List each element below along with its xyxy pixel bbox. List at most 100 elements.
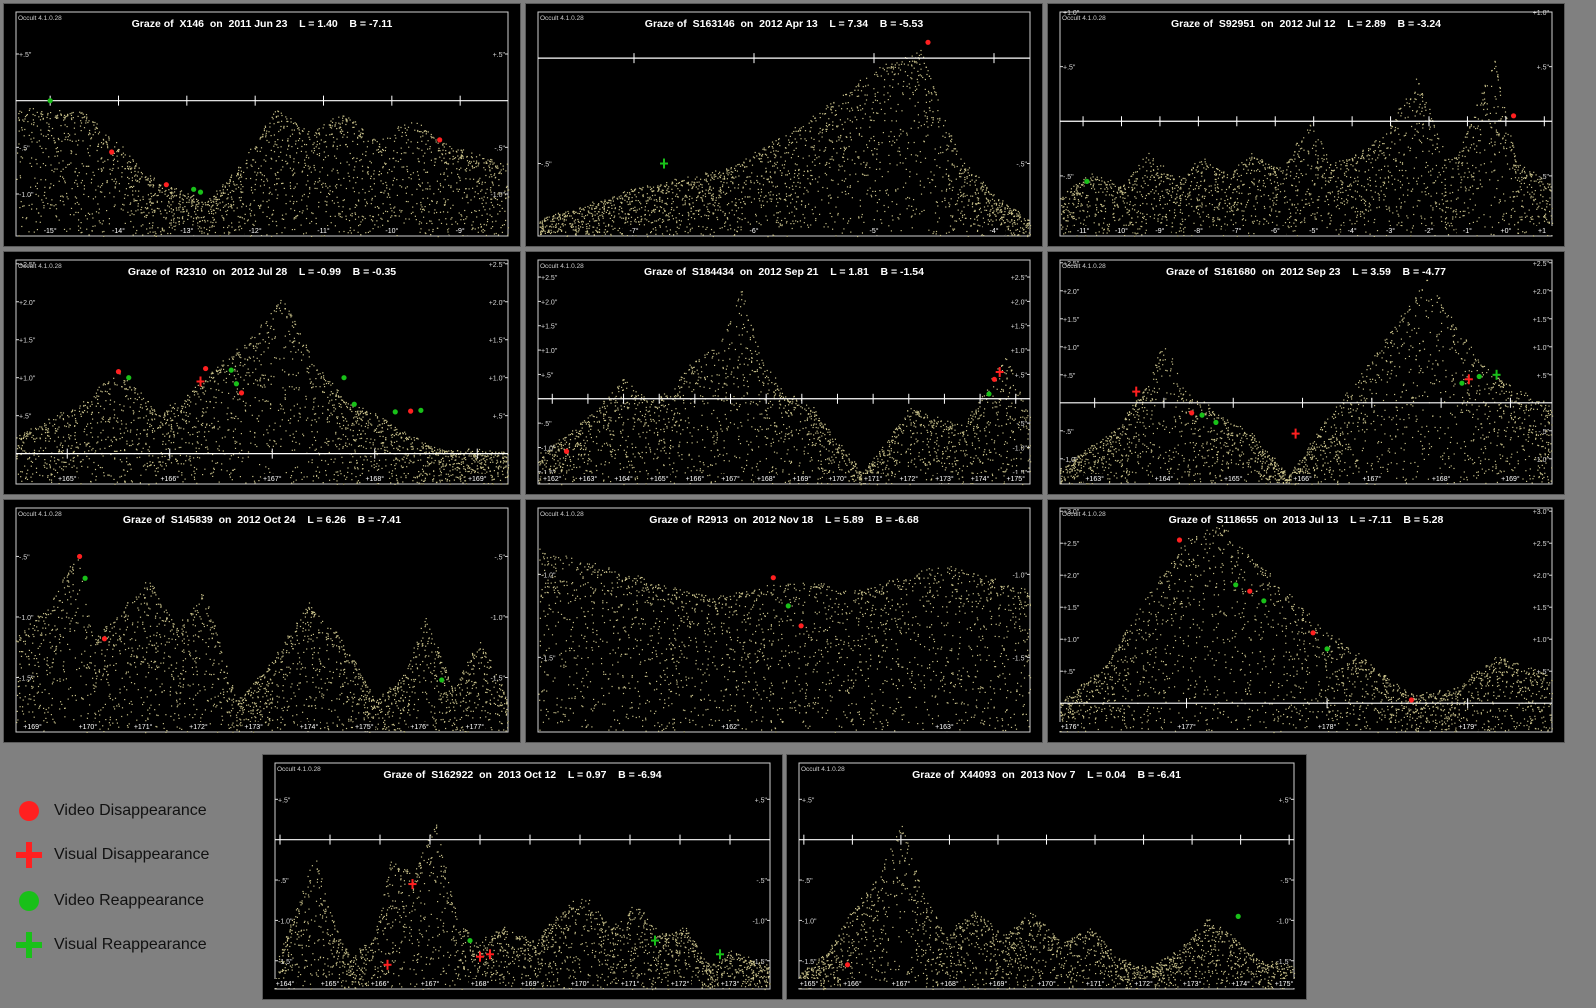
terrain-point (39, 119, 42, 121)
terrain-point (768, 192, 770, 194)
terrain-point (775, 221, 777, 223)
x-tick-bg (39, 226, 62, 235)
terrain-point (710, 189, 713, 191)
terrain-point (750, 201, 753, 203)
terrain-point (54, 116, 56, 118)
terrain-point (608, 199, 610, 202)
terrain-point (865, 174, 867, 176)
terrain-point (275, 160, 277, 162)
terrain-point (835, 114, 837, 116)
terrain-point (379, 146, 381, 148)
terrain-point (1542, 196, 1544, 198)
terrain-point (842, 128, 844, 130)
x-tick-label: -14° (112, 227, 125, 235)
terrain-point (886, 70, 888, 72)
terrain-point (899, 213, 901, 215)
terrain-point (1026, 225, 1029, 227)
terrain-point (150, 180, 152, 182)
terrain-point (737, 187, 739, 189)
terrain-point (63, 178, 65, 180)
terrain-point (269, 191, 271, 193)
terrain-point (230, 206, 232, 208)
terrain-point (963, 214, 966, 216)
terrain-point (933, 88, 935, 90)
terrain-point (62, 168, 64, 170)
terrain-point (117, 160, 119, 162)
terrain-point (237, 174, 239, 176)
terrain-point (466, 194, 468, 196)
terrain-point (497, 167, 499, 169)
terrain-point (907, 142, 910, 144)
terrain-point (925, 66, 927, 68)
terrain-point (281, 214, 284, 216)
terrain-point (208, 205, 210, 207)
terrain-point (259, 150, 261, 152)
terrain-point (1100, 177, 1103, 179)
terrain-point (775, 186, 777, 188)
terrain-point (827, 106, 829, 108)
terrain-point (1207, 166, 1209, 169)
terrain-point (561, 223, 563, 225)
terrain-point (500, 163, 502, 165)
terrain-point (1429, 119, 1431, 121)
terrain-point (1435, 164, 1437, 167)
terrain-point (427, 131, 429, 133)
terrain-point (1360, 157, 1362, 160)
terrain-point (147, 179, 149, 181)
terrain-point (709, 233, 711, 235)
terrain-point (553, 226, 555, 228)
terrain-point (812, 115, 814, 117)
terrain-point (867, 189, 869, 191)
terrain-point (679, 190, 681, 192)
terrain-point (550, 220, 552, 222)
terrain-point (602, 217, 604, 219)
terrain-point (346, 161, 348, 163)
terrain-point (688, 203, 690, 205)
terrain-point (843, 153, 845, 155)
terrain-point (686, 182, 688, 184)
terrain-point (874, 95, 876, 97)
terrain-point (210, 208, 212, 210)
terrain-point (914, 85, 917, 88)
terrain-point (1108, 194, 1111, 196)
terrain-point (330, 133, 333, 135)
terrain-point (1248, 235, 1250, 237)
terrain-point (73, 127, 75, 129)
terrain-point (577, 227, 580, 229)
terrain-point (507, 227, 509, 229)
terrain-point (114, 204, 116, 206)
terrain-point (1351, 196, 1353, 198)
terrain-point (944, 120, 946, 122)
terrain-point (135, 190, 137, 192)
terrain-point (372, 220, 374, 222)
terrain-point (1007, 206, 1009, 208)
terrain-point (834, 114, 836, 116)
terrain-point (457, 161, 459, 163)
terrain-point (720, 196, 722, 198)
terrain-point (76, 183, 78, 185)
terrain-point (844, 121, 846, 123)
terrain-point (283, 125, 285, 127)
terrain-point (808, 155, 810, 157)
terrain-point (1226, 205, 1228, 207)
terrain-point (753, 157, 756, 159)
terrain-point (379, 151, 381, 153)
terrain-point (1271, 208, 1273, 210)
terrain-point (676, 222, 678, 224)
terrain-point (573, 210, 575, 213)
terrain-point (857, 109, 859, 111)
terrain-point (864, 94, 866, 96)
terrain-point (706, 226, 708, 229)
terrain-point (63, 204, 65, 206)
terrain-point (622, 198, 624, 200)
terrain-point (88, 132, 90, 134)
terrain-point (475, 210, 477, 212)
terrain-point (80, 222, 82, 224)
terrain-point (572, 211, 574, 213)
terrain-point (809, 130, 811, 132)
terrain-point (272, 213, 274, 215)
terrain-point (466, 167, 468, 170)
terrain-point (814, 154, 816, 156)
terrain-point (222, 189, 224, 191)
terrain-point (74, 170, 76, 173)
